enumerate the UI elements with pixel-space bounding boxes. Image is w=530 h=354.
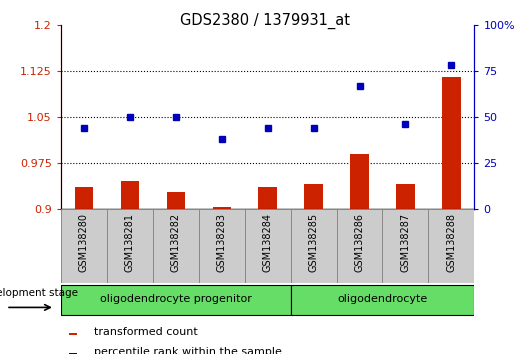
Bar (61, 285, 290, 315)
Text: development stage: development stage (0, 287, 78, 298)
Text: GSM138281: GSM138281 (125, 212, 135, 272)
Text: GSM138283: GSM138283 (217, 212, 227, 272)
Text: oligodendrocyte progenitor: oligodendrocyte progenitor (100, 294, 252, 304)
Text: oligodendrocyte: oligodendrocyte (338, 294, 428, 304)
Bar (69, 353, 77, 354)
Bar (153, 209, 199, 283)
Text: transformed count: transformed count (94, 326, 198, 337)
Bar (107, 209, 153, 283)
Bar (396, 184, 414, 209)
Bar (121, 181, 139, 209)
Text: percentile rank within the sample: percentile rank within the sample (94, 347, 282, 354)
Bar (383, 209, 428, 283)
Bar (69, 333, 77, 335)
Bar (166, 192, 185, 209)
Text: GSM138282: GSM138282 (171, 212, 181, 272)
Text: GSM138285: GSM138285 (308, 212, 319, 272)
Bar (199, 209, 245, 283)
Text: GSM138288: GSM138288 (446, 212, 456, 272)
Bar (245, 209, 290, 283)
Bar (61, 209, 107, 283)
Bar (428, 209, 474, 283)
Bar (259, 187, 277, 209)
Bar (442, 77, 461, 209)
Bar (213, 207, 231, 209)
Bar (350, 154, 369, 209)
Text: GDS2380 / 1379931_at: GDS2380 / 1379931_at (180, 12, 350, 29)
Text: GSM138284: GSM138284 (263, 212, 272, 272)
Text: GSM138287: GSM138287 (401, 212, 410, 272)
Bar (337, 209, 383, 283)
Text: GSM138286: GSM138286 (355, 212, 365, 272)
Text: GSM138280: GSM138280 (79, 212, 89, 272)
Bar (304, 184, 323, 209)
Bar (290, 209, 337, 283)
Bar (290, 285, 474, 315)
Bar (75, 187, 93, 209)
